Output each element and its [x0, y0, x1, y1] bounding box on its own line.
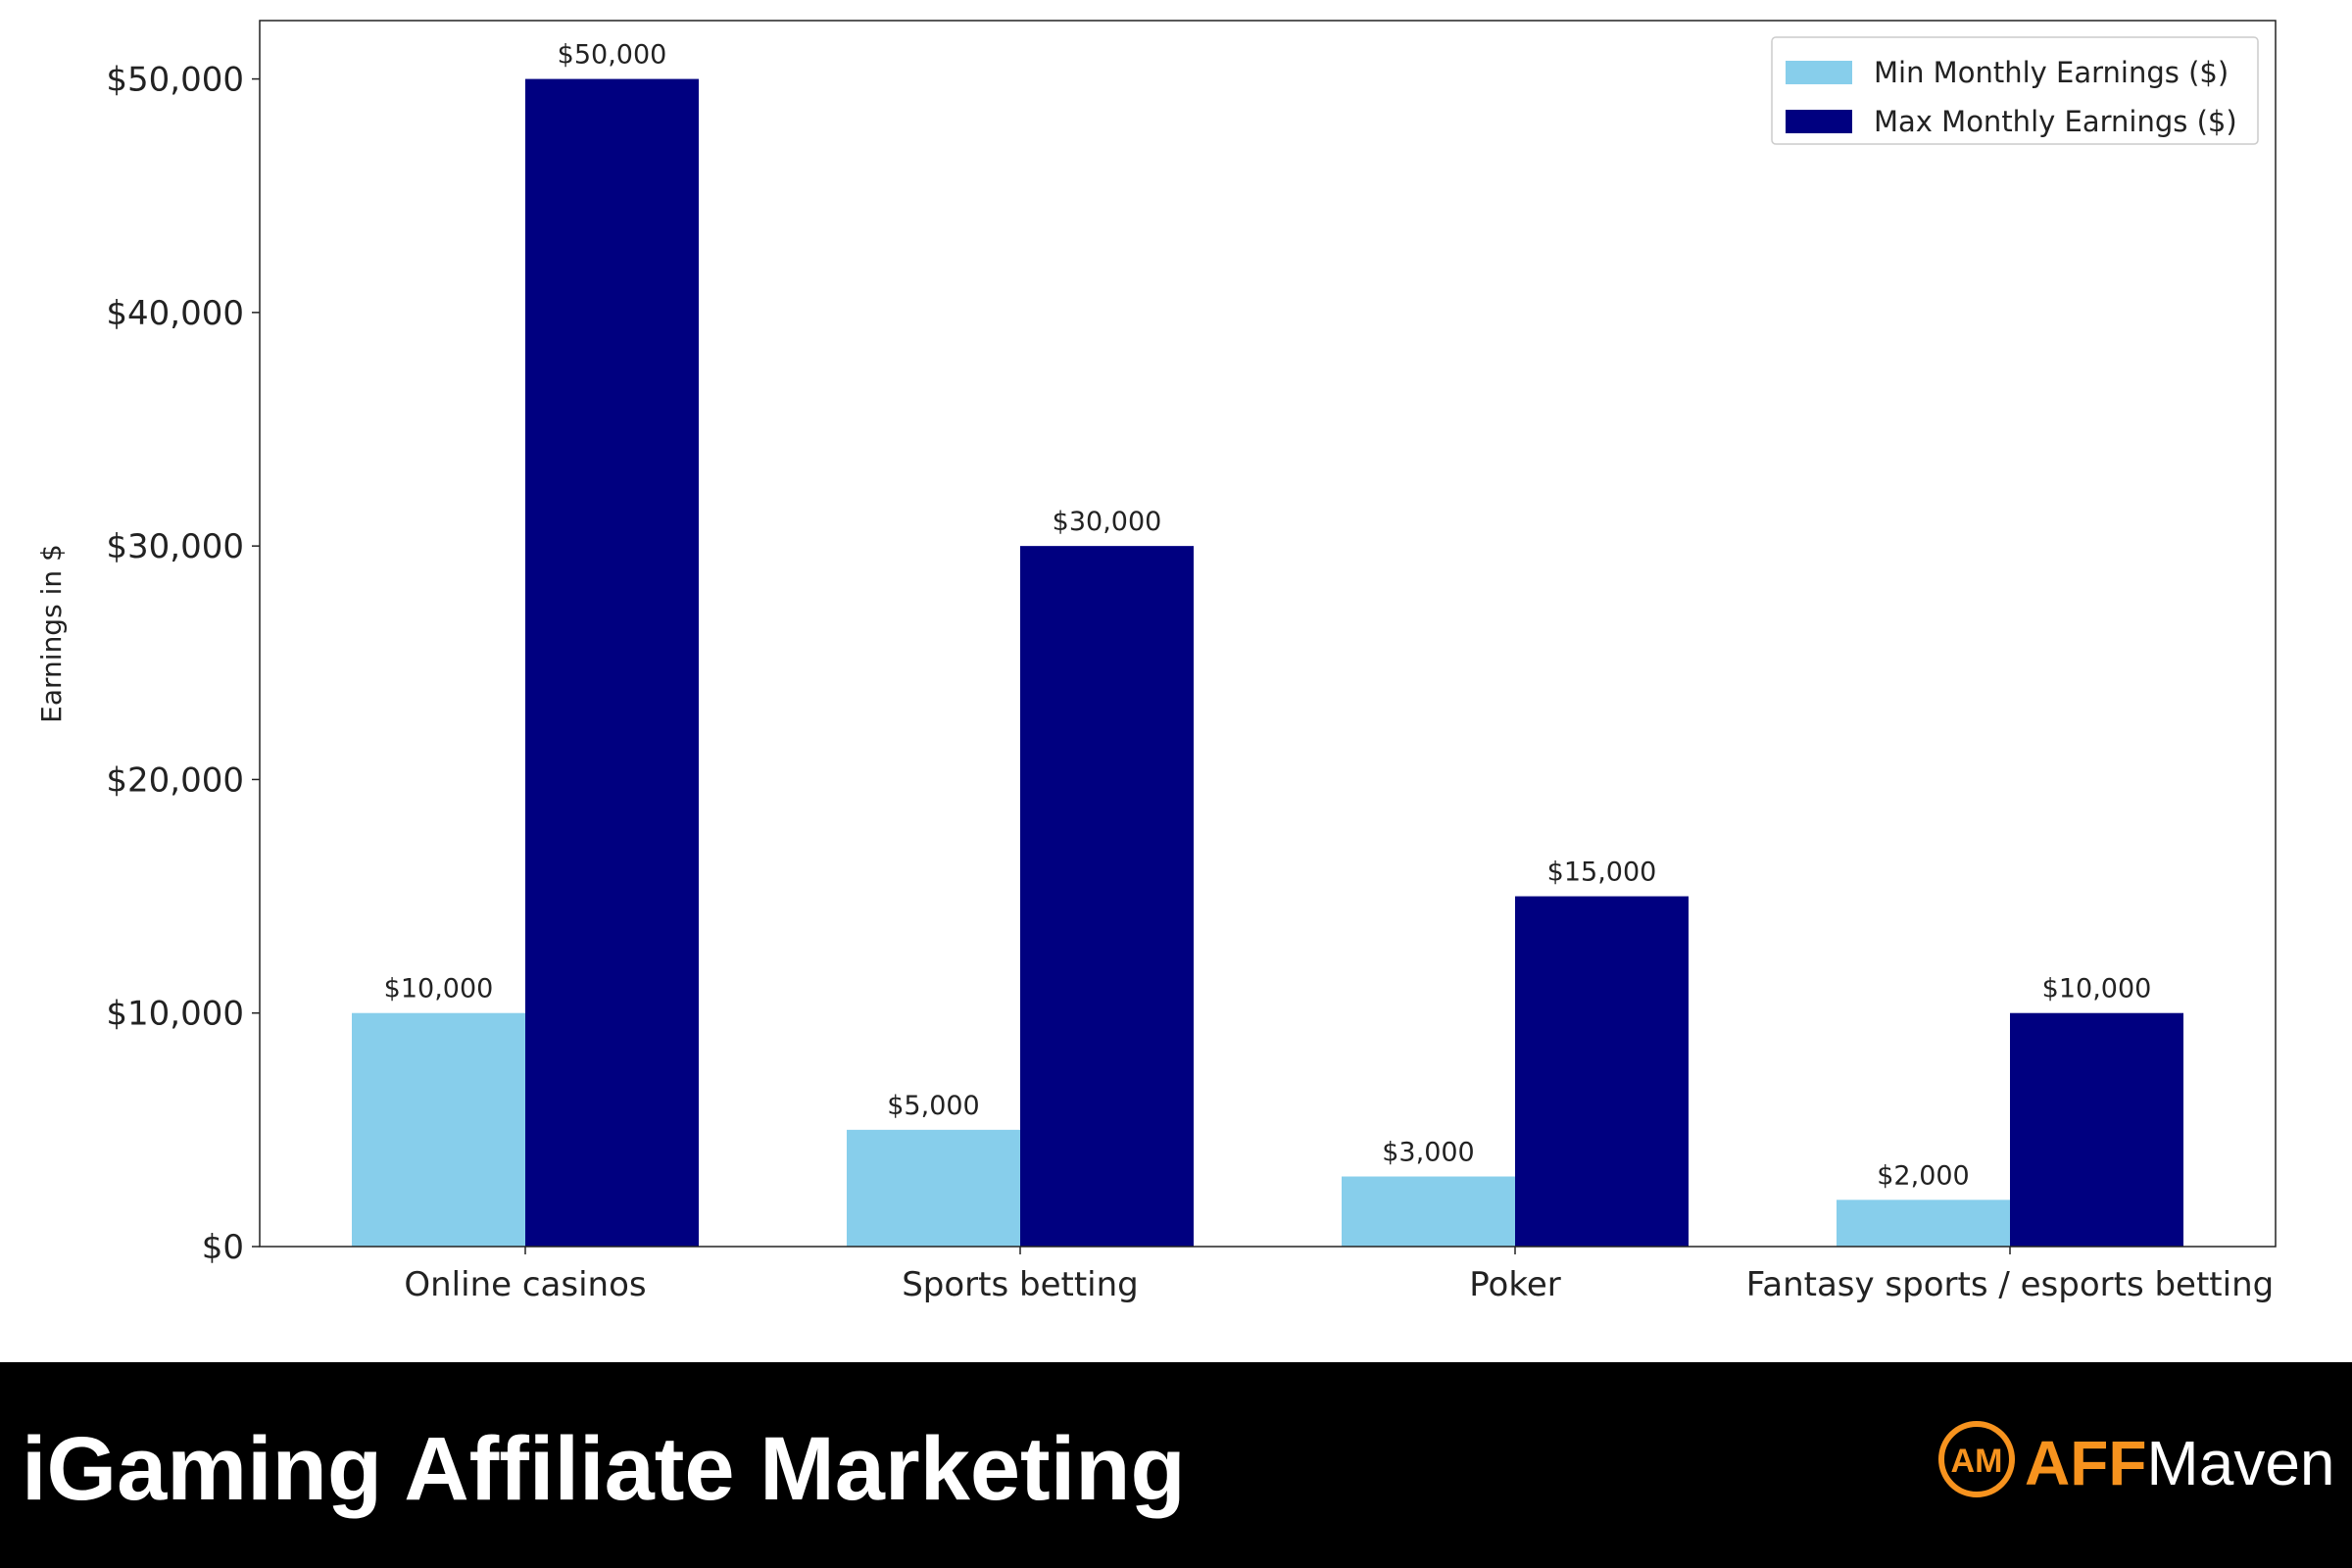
legend-swatch	[1786, 110, 1852, 133]
logo-name: Maven	[2146, 1428, 2334, 1498]
bar	[2010, 1012, 2183, 1247]
x-tick-label: Fantasy sports / esports betting	[1746, 1265, 2274, 1304]
y-tick-label: $30,000	[106, 527, 244, 566]
banner	[0, 1362, 2352, 1568]
bar	[1342, 1176, 1515, 1247]
legend-swatch	[1786, 61, 1852, 84]
logo-icon: AM	[1951, 1443, 2003, 1480]
plot-frame	[259, 20, 2277, 1248]
y-axis-label: Earnings in $	[35, 544, 68, 723]
legend-box	[1771, 36, 2259, 145]
y-tick-label: $0	[202, 1228, 244, 1267]
banner-title: iGaming Affiliate Marketing	[22, 1419, 1186, 1519]
value-label: $5,000	[887, 1091, 979, 1121]
bar	[525, 78, 699, 1248]
y-tick-label: $50,000	[106, 61, 244, 100]
bar	[1020, 546, 1194, 1247]
value-label: $30,000	[1053, 507, 1162, 537]
y-tick-label: $20,000	[106, 760, 244, 800]
value-label: $50,000	[558, 40, 667, 71]
legend-label: Max Monthly Earnings ($)	[1874, 105, 2237, 138]
value-label: $2,000	[1877, 1160, 1969, 1191]
value-label: $15,000	[1547, 858, 1657, 888]
logo-icon-ring	[1938, 1421, 2015, 1497]
x-tick-label: Online casinos	[404, 1265, 646, 1304]
bar	[1515, 896, 1689, 1247]
logo-brand: AFF	[2025, 1428, 2146, 1498]
value-label: $10,000	[2042, 974, 2152, 1004]
value-label: $3,000	[1382, 1138, 1474, 1168]
logo-text: AFFMaven	[2025, 1428, 2335, 1498]
y-tick-label: $10,000	[106, 995, 244, 1034]
value-label: $10,000	[384, 974, 494, 1004]
x-tick-label: Sports betting	[902, 1265, 1139, 1304]
bar	[847, 1129, 1020, 1247]
x-tick-label: Poker	[1469, 1265, 1560, 1304]
bar	[352, 1012, 525, 1247]
bar	[1837, 1200, 2010, 1247]
legend-label: Min Monthly Earnings ($)	[1874, 56, 2229, 89]
y-tick-label: $40,000	[106, 294, 244, 333]
